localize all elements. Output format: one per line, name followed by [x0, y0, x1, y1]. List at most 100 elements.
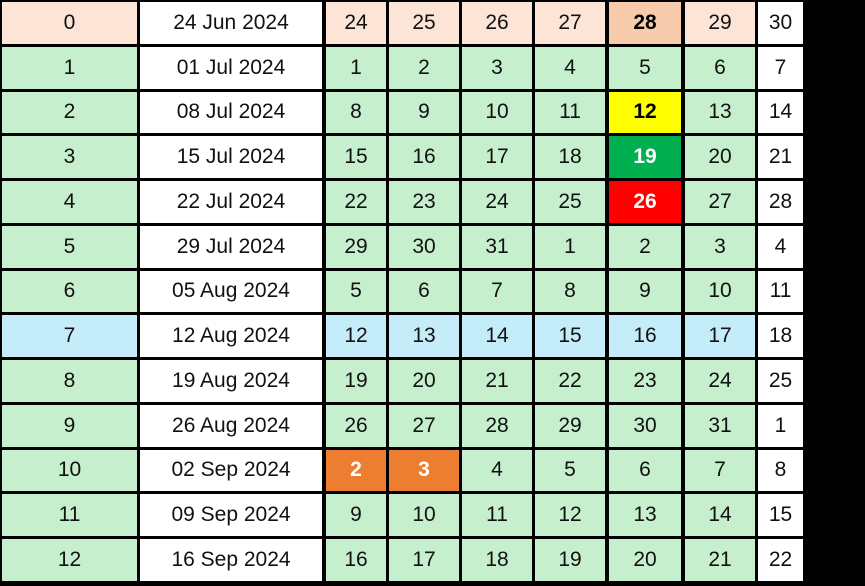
day-cell[interactable]: 14 [685, 494, 755, 536]
day-cell[interactable]: 20 [609, 539, 681, 581]
day-cell[interactable]: 15 [758, 494, 803, 536]
day-cell[interactable]: 12 [535, 494, 605, 536]
day-cell[interactable]: 4 [462, 449, 532, 492]
day-cell[interactable]: 9 [389, 91, 459, 134]
day-cell[interactable]: 3 [389, 449, 459, 492]
day-cell[interactable]: 22 [758, 539, 803, 581]
day-cell[interactable]: 10 [685, 270, 755, 313]
week-index-cell[interactable]: 2 [2, 91, 137, 134]
day-cell[interactable]: 23 [609, 360, 681, 402]
day-cell[interactable]: 25 [758, 360, 803, 402]
day-cell[interactable]: 28 [462, 404, 532, 447]
week-start-date-cell[interactable]: 16 Sep 2024 [140, 539, 322, 581]
day-cell[interactable]: 20 [685, 136, 755, 178]
week-start-date-cell[interactable]: 08 Jul 2024 [140, 91, 322, 134]
day-cell[interactable]: 13 [609, 494, 681, 536]
day-cell[interactable]: 1 [758, 404, 803, 447]
day-cell[interactable]: 19 [535, 539, 605, 581]
day-cell[interactable]: 21 [758, 136, 803, 178]
day-cell[interactable]: 10 [462, 91, 532, 134]
day-cell[interactable]: 2 [389, 46, 459, 89]
day-cell[interactable]: 29 [685, 2, 755, 44]
day-cell[interactable]: 5 [609, 46, 681, 89]
day-cell[interactable]: 24 [685, 360, 755, 402]
day-cell[interactable]: 29 [326, 225, 386, 268]
day-cell[interactable]: 25 [389, 2, 459, 44]
week-start-date-cell[interactable]: 19 Aug 2024 [140, 360, 322, 402]
week-index-cell[interactable]: 4 [2, 181, 137, 223]
week-index-cell[interactable]: 9 [2, 404, 137, 447]
week-start-date-cell[interactable]: 29 Jul 2024 [140, 225, 322, 268]
day-cell[interactable]: 31 [462, 225, 532, 268]
day-cell[interactable]: 16 [609, 315, 681, 357]
week-index-cell[interactable]: 0 [2, 2, 137, 44]
day-cell[interactable]: 11 [535, 91, 605, 134]
day-cell[interactable]: 21 [685, 539, 755, 581]
day-cell[interactable]: 9 [609, 270, 681, 313]
day-cell[interactable]: 20 [389, 360, 459, 402]
day-cell[interactable]: 7 [462, 270, 532, 313]
day-cell[interactable]: 8 [535, 270, 605, 313]
day-cell[interactable]: 26 [462, 2, 532, 44]
week-index-cell[interactable]: 8 [2, 360, 137, 402]
day-cell[interactable]: 30 [609, 404, 681, 447]
week-start-date-cell[interactable]: 01 Jul 2024 [140, 46, 322, 89]
day-cell[interactable]: 1 [326, 46, 386, 89]
day-cell[interactable]: 10 [389, 494, 459, 536]
day-cell[interactable]: 4 [535, 46, 605, 89]
day-cell[interactable]: 12 [326, 315, 386, 357]
day-cell[interactable]: 19 [326, 360, 386, 402]
day-cell[interactable]: 23 [389, 181, 459, 223]
day-cell[interactable]: 3 [685, 225, 755, 268]
day-cell[interactable]: 30 [758, 2, 803, 44]
week-index-cell[interactable]: 3 [2, 136, 137, 178]
day-cell[interactable]: 5 [326, 270, 386, 313]
day-cell[interactable]: 21 [462, 360, 532, 402]
week-start-date-cell[interactable]: 22 Jul 2024 [140, 181, 322, 223]
day-cell[interactable]: 16 [326, 539, 386, 581]
day-cell[interactable]: 2 [609, 225, 681, 268]
week-index-cell[interactable]: 1 [2, 46, 137, 89]
day-cell[interactable]: 27 [685, 181, 755, 223]
day-cell[interactable]: 25 [535, 181, 605, 223]
day-cell[interactable]: 28 [609, 2, 681, 44]
day-cell[interactable]: 24 [326, 2, 386, 44]
day-cell[interactable]: 14 [758, 91, 803, 134]
day-cell[interactable]: 15 [326, 136, 386, 178]
week-index-cell[interactable]: 12 [2, 539, 137, 581]
day-cell[interactable]: 6 [389, 270, 459, 313]
day-cell[interactable]: 11 [462, 494, 532, 536]
day-cell[interactable]: 11 [758, 270, 803, 313]
day-cell[interactable]: 18 [462, 539, 532, 581]
day-cell[interactable]: 22 [326, 181, 386, 223]
day-cell[interactable]: 13 [389, 315, 459, 357]
week-index-cell[interactable]: 10 [2, 449, 137, 492]
day-cell[interactable]: 9 [326, 494, 386, 536]
day-cell[interactable]: 31 [685, 404, 755, 447]
week-start-date-cell[interactable]: 02 Sep 2024 [140, 449, 322, 492]
day-cell[interactable]: 16 [389, 136, 459, 178]
day-cell[interactable]: 18 [758, 315, 803, 357]
day-cell[interactable]: 13 [685, 91, 755, 134]
day-cell[interactable]: 1 [535, 225, 605, 268]
day-cell[interactable]: 7 [685, 449, 755, 492]
week-start-date-cell[interactable]: 15 Jul 2024 [140, 136, 322, 178]
day-cell[interactable]: 17 [685, 315, 755, 357]
day-cell[interactable]: 17 [462, 136, 532, 178]
week-index-cell[interactable]: 7 [2, 315, 137, 357]
day-cell[interactable]: 3 [462, 46, 532, 89]
week-start-date-cell[interactable]: 12 Aug 2024 [140, 315, 322, 357]
day-cell[interactable]: 15 [535, 315, 605, 357]
week-start-date-cell[interactable]: 09 Sep 2024 [140, 494, 322, 536]
day-cell[interactable]: 8 [326, 91, 386, 134]
day-cell[interactable]: 28 [758, 181, 803, 223]
day-cell[interactable]: 19 [609, 136, 681, 178]
day-cell[interactable]: 4 [758, 225, 803, 268]
day-cell[interactable]: 18 [535, 136, 605, 178]
day-cell[interactable]: 8 [758, 449, 803, 492]
day-cell[interactable]: 27 [535, 2, 605, 44]
day-cell[interactable]: 12 [609, 91, 681, 134]
day-cell[interactable]: 27 [389, 404, 459, 447]
week-index-cell[interactable]: 5 [2, 225, 137, 268]
day-cell[interactable]: 6 [609, 449, 681, 492]
